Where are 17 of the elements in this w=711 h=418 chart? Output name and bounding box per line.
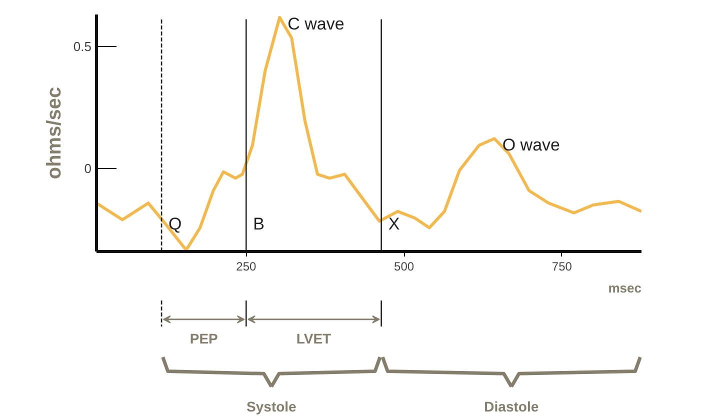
y-axis-title: ohms/sec	[43, 86, 66, 180]
text: PEP	[190, 330, 218, 346]
x-axis-title: msec	[608, 280, 642, 296]
text: LVET	[296, 330, 332, 346]
y-tick-label: 0.5	[73, 38, 92, 54]
line-series	[96, 16, 642, 252]
x-tick-label: 250	[236, 260, 257, 274]
x-tick-label: 500	[394, 260, 414, 274]
text: Systole	[246, 398, 297, 415]
ref-line-label: B	[253, 214, 265, 234]
ref-line-label: Q	[168, 214, 182, 234]
annotation: C wave	[288, 14, 344, 34]
ref-line-label: X	[388, 214, 400, 234]
y-tick-label: 0	[84, 160, 92, 176]
x-tick-label: 750	[552, 260, 572, 274]
annotation: O wave	[502, 136, 560, 155]
text: Diastole	[484, 398, 539, 415]
